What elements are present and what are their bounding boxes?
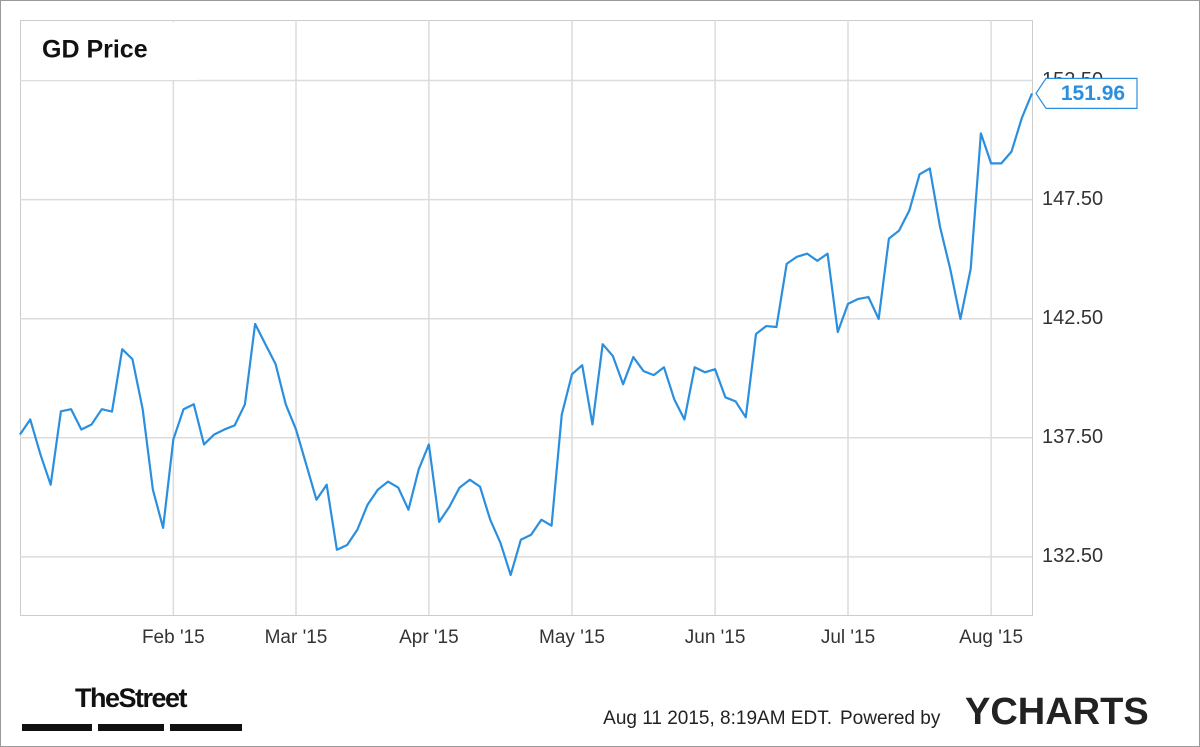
price-line — [19, 92, 1034, 577]
x-tick-label: Jul '15 — [821, 627, 875, 648]
brand-logo: YCHARTS — [965, 691, 1149, 733]
y-tick-label: 142.50 — [1042, 307, 1103, 329]
publisher-logo: TheStreet — [75, 683, 188, 713]
logo-bar — [98, 724, 164, 731]
x-tick-label: Apr '15 — [399, 627, 459, 648]
x-tick-label: Feb '15 — [142, 627, 205, 648]
logo-bar — [170, 724, 242, 731]
y-tick-label: 147.50 — [1042, 188, 1103, 210]
title-box — [22, 22, 198, 80]
marks — [19, 92, 1034, 577]
x-tick-label: May '15 — [539, 627, 605, 648]
last-value-callout: 151.96 — [1035, 77, 1138, 109]
logo-bar — [22, 724, 92, 731]
timestamp: Aug 11 2015, 8:19AM EDT. — [603, 708, 832, 729]
last-value-label: 151.96 — [1061, 82, 1125, 105]
footer: TheStreet Aug 11 2015, 8:19AM EDT. Power… — [22, 683, 1149, 733]
x-tick-label: Jun '15 — [685, 627, 746, 648]
x-tick-label: Mar '15 — [265, 627, 328, 648]
x-tick-label: Aug '15 — [959, 627, 1023, 648]
y-tick-label: 132.50 — [1042, 545, 1103, 567]
credit: Powered by — [840, 708, 941, 729]
callout-box — [1035, 77, 1138, 109]
y-tick-label: 137.50 — [1042, 426, 1103, 448]
chart-title: GD Price — [42, 36, 148, 64]
